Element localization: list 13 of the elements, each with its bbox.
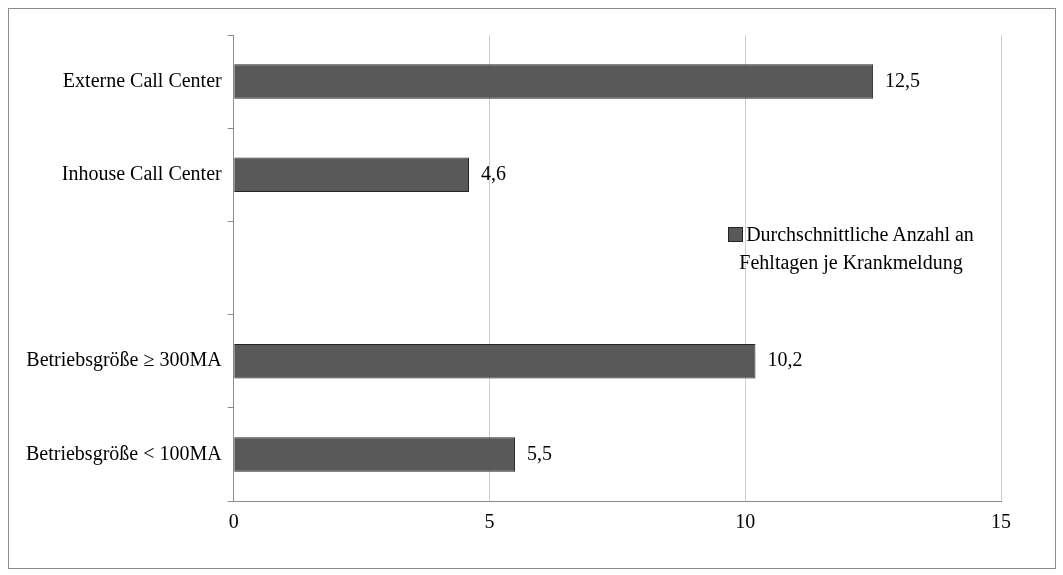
x-tick-label: 10	[735, 510, 756, 533]
x-tick-label: 5	[484, 510, 495, 533]
x-tick-label: 0	[228, 510, 239, 533]
x-tick-label: 15	[991, 510, 1011, 533]
y-tick-label: Externe Call Center	[62, 68, 223, 91]
y-tick-label: Betriebsgröße ≥ 300MA	[26, 348, 223, 372]
data-label: 4,6	[481, 162, 506, 185]
data-label: 10,2	[767, 348, 803, 371]
legend-label: Durchschnittliche Anzahl an Fehltagen je Krankmeldung	[738, 222, 975, 276]
data-label: 5,5	[527, 441, 553, 464]
y-tick-label: Inhouse Call Center	[61, 162, 223, 185]
data-label: 12,5	[885, 68, 921, 91]
y-tick-label: Betriebsgröße < 100MA	[25, 441, 223, 465]
